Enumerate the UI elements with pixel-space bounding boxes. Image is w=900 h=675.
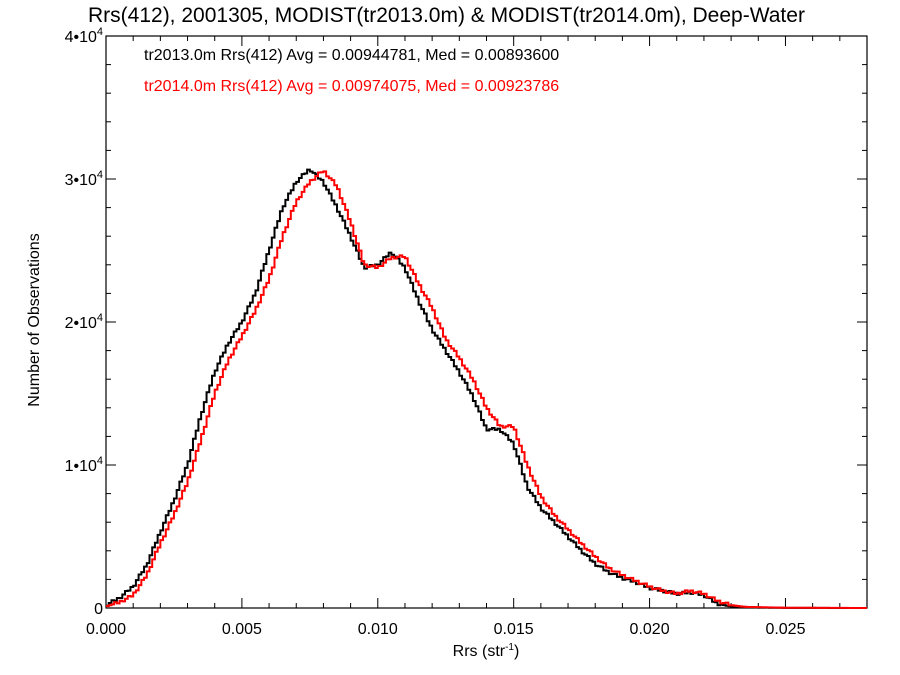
chart-title: Rrs(412), 2001305, MODIST(tr2013.0m) & M… — [88, 4, 805, 27]
legend-annotation-black: tr2013.0m Rrs(412) Avg = 0.00944781, Med… — [144, 47, 559, 64]
x-tick-label: 0.015 — [494, 621, 534, 638]
x-tick-label: 0.000 — [86, 621, 126, 638]
plot-frame — [105, 35, 868, 609]
y-axis: 0 1•104 2•104 3•104 4•104 — [65, 26, 867, 618]
series-group — [106, 168, 867, 609]
y-axis-label: Number of Observations — [26, 233, 43, 406]
histogram-series-1 — [106, 170, 867, 609]
y-tick-label: 0 — [94, 601, 103, 618]
y-tick-label: 2•104 — [65, 312, 103, 332]
x-tick-label: 0.005 — [222, 621, 262, 638]
x-axis-label-sup: -1 — [505, 642, 514, 653]
y-tick-label: 1•104 — [65, 455, 103, 475]
x-axis-label-close: ) — [514, 643, 519, 660]
legend-annotation-red: tr2014.0m Rrs(412) Avg = 0.00974075, Med… — [144, 78, 559, 95]
x-axis-label: Rrs (str-1) — [453, 642, 520, 660]
x-axis: 0.000 0.005 0.010 0.015 0.020 0.025 — [86, 36, 841, 638]
x-tick-label: 0.025 — [765, 621, 805, 638]
y-tick-label: 3•104 — [65, 169, 103, 189]
y-tick-label: 4•104 — [65, 26, 103, 46]
x-tick-label: 0.010 — [358, 621, 398, 638]
x-tick-label: 0.020 — [630, 621, 670, 638]
x-axis-label-text: Rrs (str — [453, 643, 506, 660]
histogram-series-0 — [106, 168, 867, 609]
